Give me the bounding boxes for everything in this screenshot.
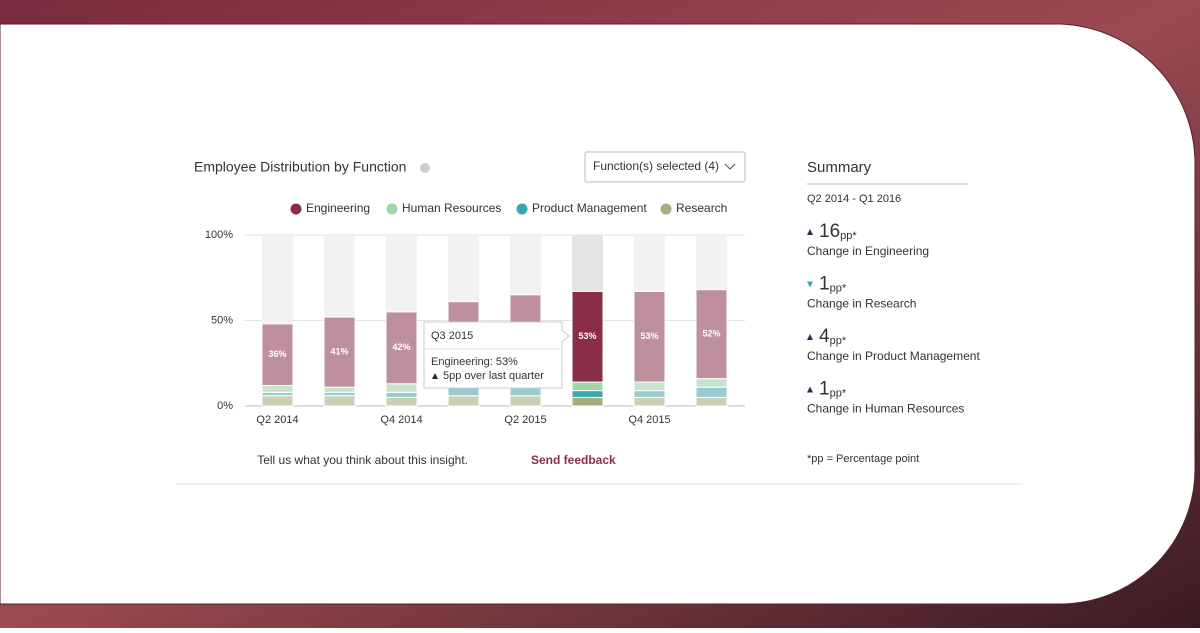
summary-title: Summary <box>807 159 872 176</box>
tooltip-change: 5pp over last quarter <box>443 370 544 382</box>
summary-label: Change in Human Resources <box>807 402 964 416</box>
bar-segment <box>261 395 294 407</box>
bar-segment <box>261 323 294 386</box>
legend-swatch <box>660 203 672 215</box>
trend-arrow <box>807 334 813 340</box>
bar-segment <box>323 395 356 407</box>
x-tick-label: Q2 2015 <box>504 414 546 426</box>
value-label: 36% <box>268 349 286 359</box>
bar-segment <box>695 386 728 398</box>
feedback-text: Tell us what you think about this insigh… <box>257 453 468 467</box>
bar-segment <box>695 378 728 388</box>
summary-label: Change in Product Management <box>807 349 980 363</box>
summary-value: 4pp* <box>819 326 847 347</box>
summary-value: 1pp* <box>819 379 847 400</box>
bar-segment <box>633 381 666 392</box>
help-icon[interactable] <box>420 163 430 173</box>
summary-number: 4 <box>819 326 830 347</box>
value-label: 53% <box>640 331 658 341</box>
bar-segment <box>385 391 418 398</box>
value-label: 42% <box>392 342 410 352</box>
bar-segment <box>571 396 604 407</box>
bar-segment <box>633 390 666 398</box>
summary-value: 16pp* <box>819 221 857 242</box>
value-label: 41% <box>330 347 348 357</box>
bar-segment <box>695 396 728 407</box>
bar-segment <box>447 395 480 407</box>
tooltip-line: Engineering: 53% <box>431 356 518 368</box>
footnote: *pp = Percentage point <box>807 453 919 465</box>
legend-label: Engineering <box>306 201 370 215</box>
bar-segment <box>323 391 356 397</box>
summary-period: Q2 2014 - Q1 2016 <box>807 193 901 205</box>
summary-unit: pp* <box>830 387 847 399</box>
value-label: 52% <box>702 329 720 339</box>
tooltip-title: Q3 2015 <box>431 330 473 342</box>
y-tick-label: 50% <box>211 314 233 326</box>
bar-segment <box>633 290 666 383</box>
summary-number: 1 <box>819 274 830 295</box>
bar-segment <box>509 395 542 407</box>
bar-segment <box>633 396 666 407</box>
summary-unit: pp* <box>840 230 857 242</box>
legend-label: Research <box>676 201 727 215</box>
summary-number: 1 <box>819 379 830 400</box>
dropdown-arrow <box>724 163 736 170</box>
bar-segment <box>385 396 418 407</box>
summary-number: 16 <box>819 221 840 242</box>
summary-label: Change in Engineering <box>807 244 929 258</box>
bar-segment <box>261 384 294 393</box>
x-tick-label: Q4 2014 <box>380 414 422 426</box>
y-tick-label: 0% <box>217 400 233 412</box>
tooltip-box <box>423 321 570 389</box>
bar-segment <box>385 383 418 393</box>
legend-swatch <box>386 203 398 215</box>
bar-segment <box>261 391 294 397</box>
bar-segment <box>571 390 604 398</box>
legend-swatch <box>290 203 302 215</box>
summary-unit: pp* <box>830 335 847 347</box>
legend-label: Human Resources <box>402 201 501 215</box>
summary-label: Change in Research <box>807 297 916 311</box>
x-tick-label: Q2 2014 <box>256 414 298 426</box>
trend-arrow <box>807 229 813 235</box>
bar-segment <box>571 290 604 383</box>
trend-arrow <box>807 281 813 288</box>
chart-title: Employee Distribution by Function <box>194 159 406 175</box>
value-label: 53% <box>578 331 596 341</box>
summary-value: 1pp* <box>819 274 847 295</box>
bar-segment <box>385 311 418 385</box>
legend-swatch <box>516 203 528 215</box>
y-tick-label: 100% <box>205 229 233 241</box>
dropdown[interactable] <box>584 151 746 183</box>
legend-label: Product Management <box>532 201 647 215</box>
x-tick-label: Q4 2015 <box>628 414 670 426</box>
dropdown-label: Function(s) selected (4) <box>593 159 719 173</box>
bar-segment <box>571 381 604 392</box>
bar-segment <box>695 289 728 380</box>
summary-unit: pp* <box>830 282 847 294</box>
feedback-link[interactable]: Send feedback <box>531 453 616 467</box>
trend-arrow <box>807 386 813 393</box>
bar-segment <box>323 386 356 393</box>
bar-segment <box>323 316 356 388</box>
tooltip-arrow <box>432 373 438 379</box>
